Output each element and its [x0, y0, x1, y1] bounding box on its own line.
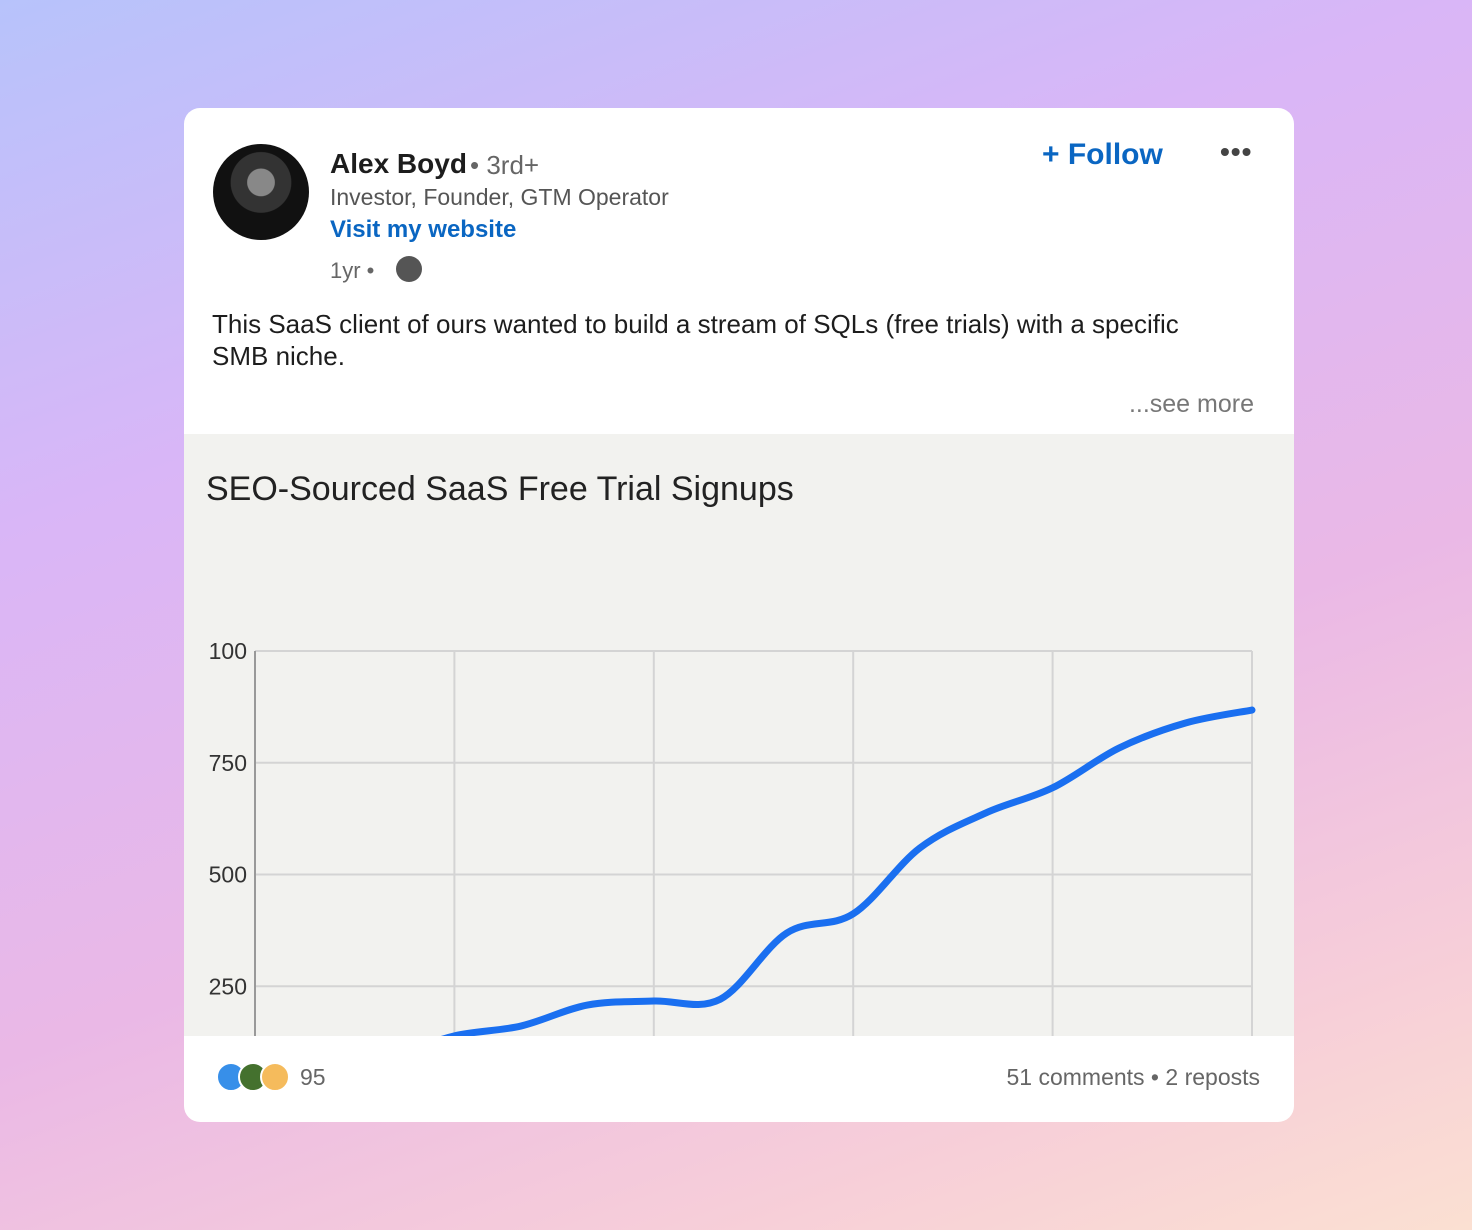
- avatar[interactable]: [213, 144, 309, 240]
- y-tick-label: 750: [209, 750, 247, 776]
- data-line: [440, 706, 1256, 1036]
- post-age: 1yr •: [330, 258, 375, 283]
- y-tick-label: 500: [209, 862, 247, 888]
- follow-label[interactable]: Follow: [1067, 138, 1163, 171]
- age: 1yr: [330, 258, 361, 283]
- post-card: Alex Boyd • 3rd+ Investor, Founder, GTM …: [184, 108, 1294, 1122]
- post-stats: 51 comments • 2 reposts: [1006, 1064, 1260, 1090]
- see-more[interactable]: ...see more: [1128, 390, 1254, 418]
- post-text: This SaaS client of ours wanted to build…: [212, 309, 1179, 371]
- more-menu[interactable]: •••: [1220, 136, 1253, 167]
- reaction-icons[interactable]: [216, 1062, 290, 1092]
- y-tick-label: 250: [209, 973, 247, 999]
- globe-icon: [396, 256, 422, 282]
- connection-degree: • 3rd+: [470, 150, 540, 180]
- headline: Investor, Founder, GTM Operator: [330, 184, 669, 210]
- website-link[interactable]: Visit my website: [330, 216, 517, 243]
- author-name[interactable]: Alex Boyd: [330, 148, 467, 179]
- reposts[interactable]: 2 reposts: [1165, 1064, 1260, 1090]
- degree: 3rd+: [486, 150, 540, 180]
- y-tick-label: 100: [209, 638, 247, 664]
- chart: SEO-Sourced SaaS Free Trial Signups 0250…: [184, 434, 1294, 1036]
- comments[interactable]: 51 comments: [1006, 1064, 1145, 1090]
- reaction-count[interactable]: 95: [300, 1064, 326, 1090]
- follow-button[interactable]: + Follow: [1042, 138, 1163, 171]
- chart-background: [184, 434, 1294, 1036]
- chart-title: SEO-Sourced SaaS Free Trial Signups: [206, 470, 794, 508]
